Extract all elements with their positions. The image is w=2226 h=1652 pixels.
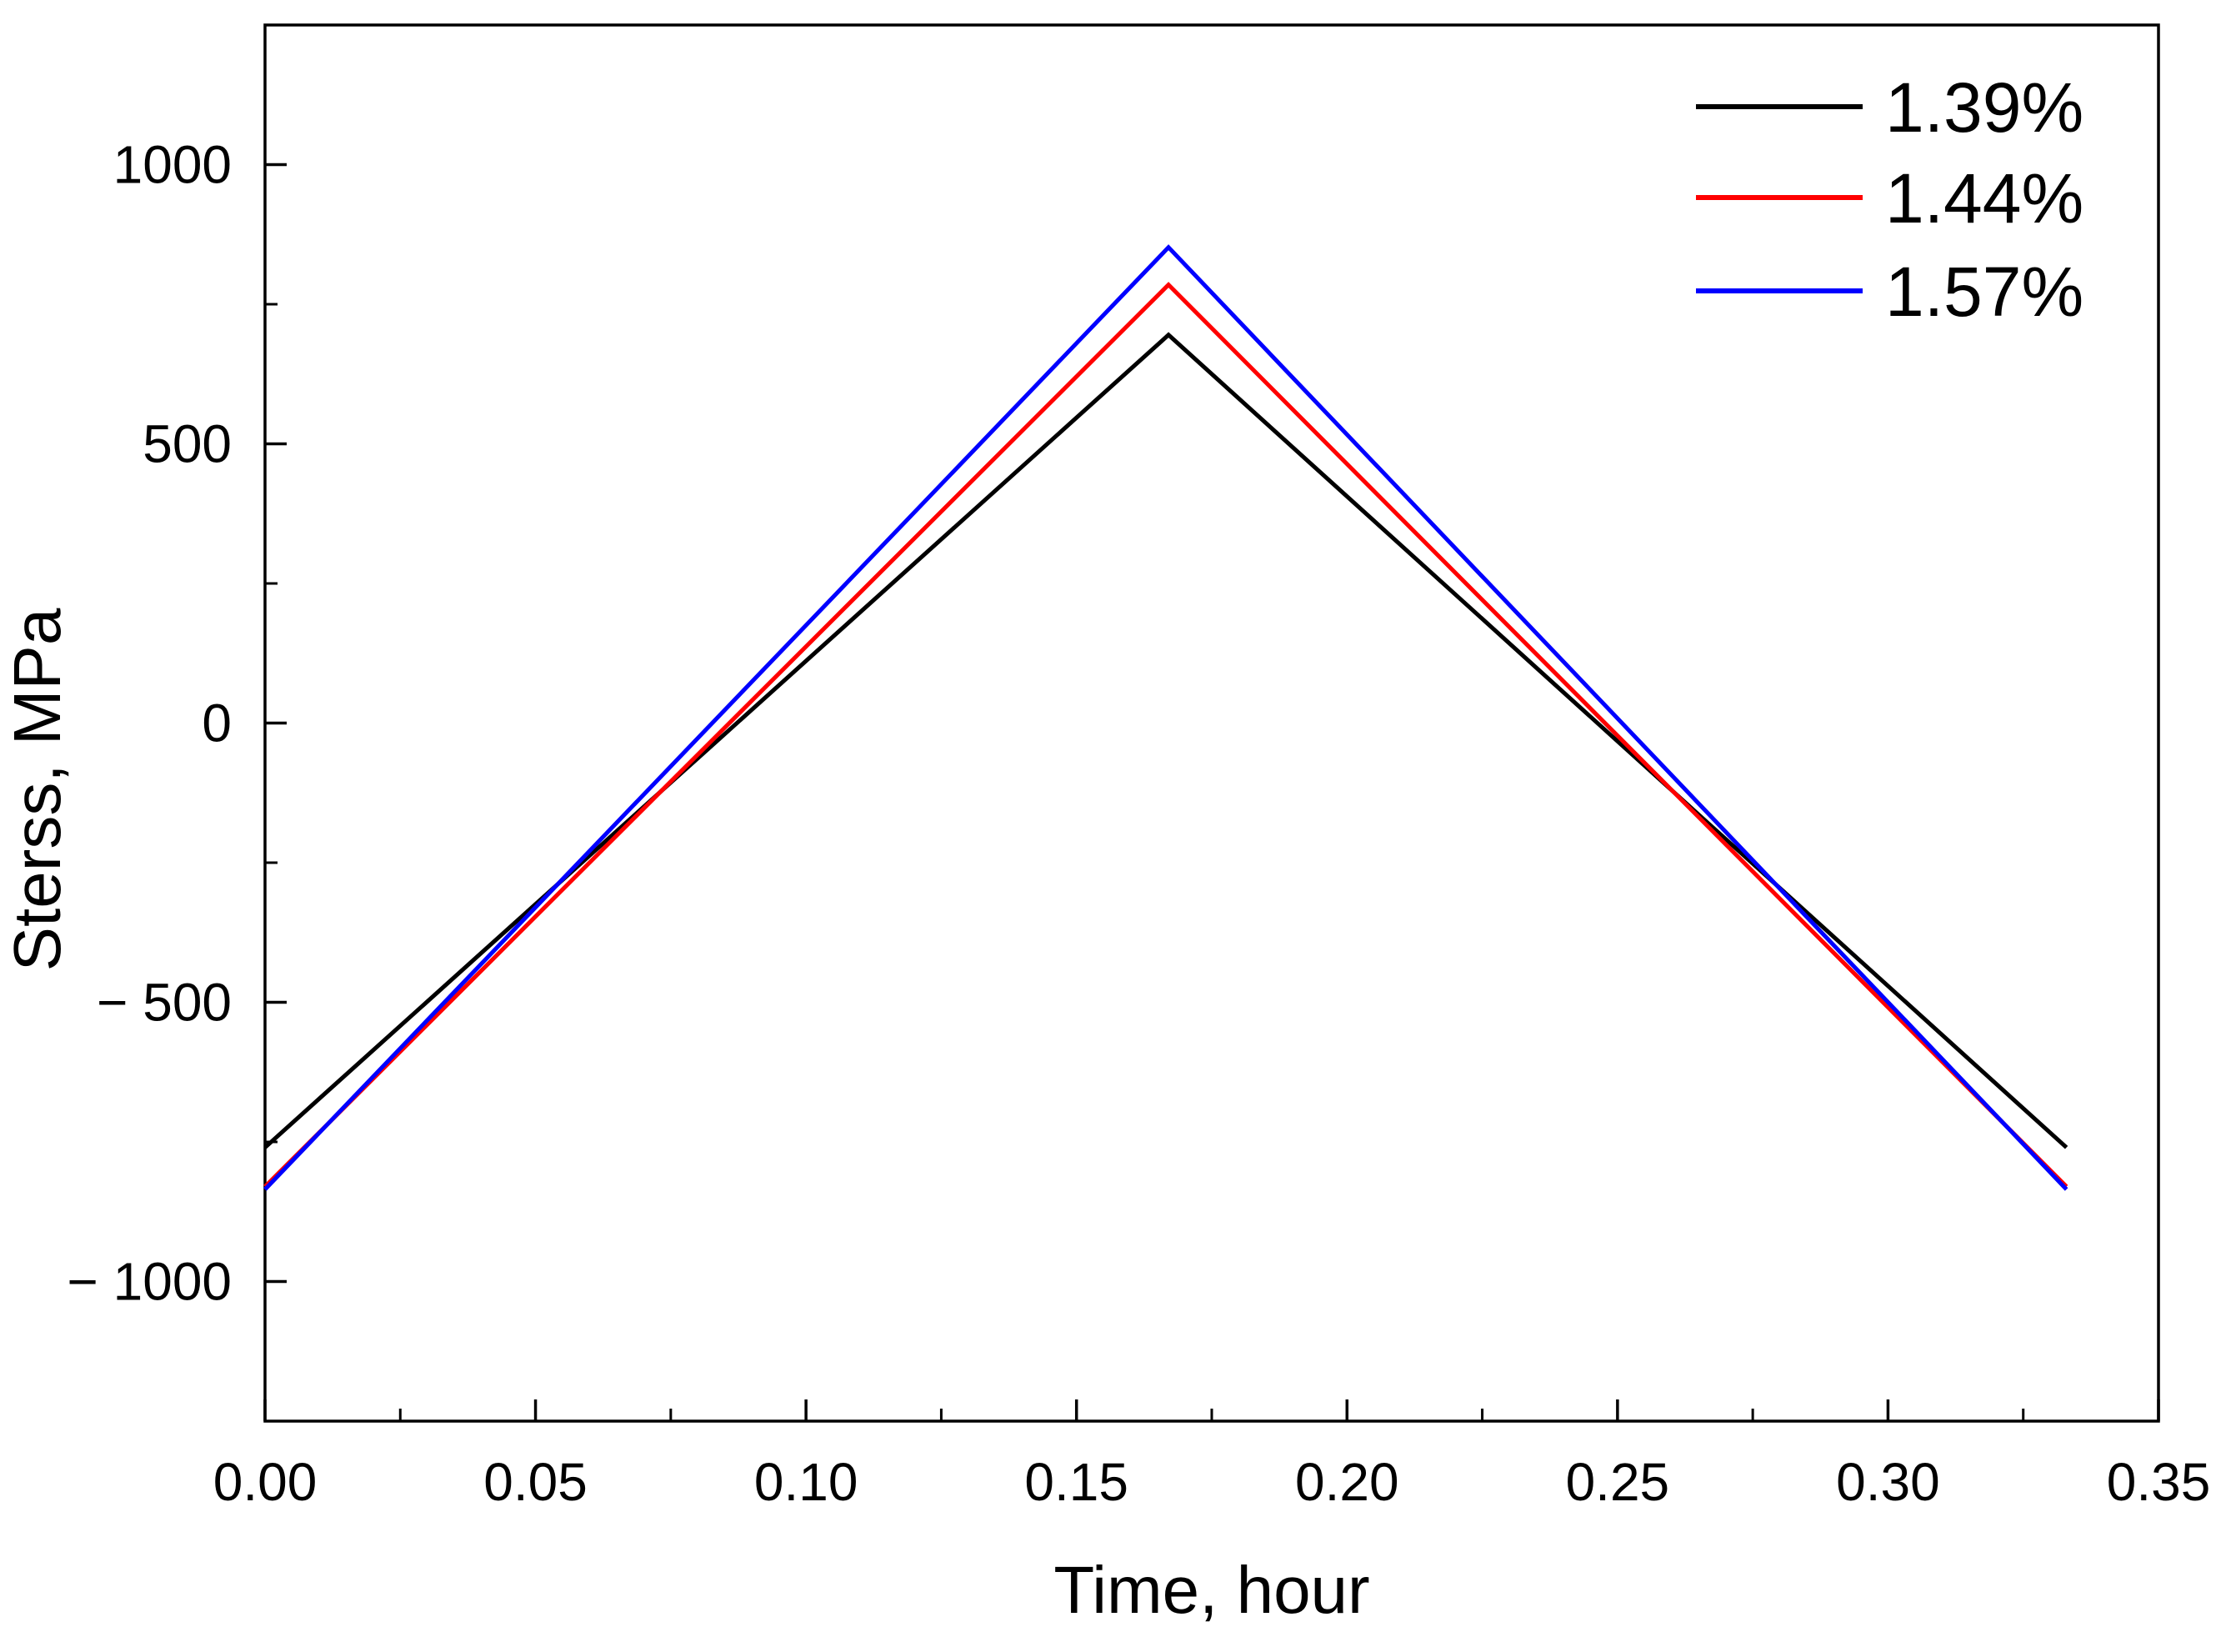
x-axis-title: Time, hour [1053, 1553, 1369, 1627]
x-tick-label: 0.20 [1295, 1452, 1399, 1512]
legend-label-2: 1.44% [1885, 159, 2083, 238]
series-line-1 [263, 332, 2068, 1149]
y-tick-label: 0 [202, 693, 232, 753]
legend: 1.39% 1.44% 1.57% [1696, 68, 2083, 331]
x-tick-label: 0.30 [1836, 1452, 1940, 1512]
plot-frame [263, 23, 2160, 1423]
x-tick-label: 0.05 [483, 1452, 588, 1512]
y-axis-title: Sterss, MPa [0, 608, 74, 971]
legend-label-3: 1.57% [1885, 253, 2083, 331]
y-tick-label: 500 [143, 414, 232, 474]
series-lines [263, 244, 2068, 1191]
x-tick-label: 0.10 [754, 1452, 858, 1512]
x-tick-label: 0.35 [2107, 1452, 2211, 1512]
x-tick-label: 0.00 [213, 1452, 318, 1512]
y-tick-label: 1000 [113, 135, 232, 195]
series-line-2 [263, 282, 2068, 1189]
y-axis-ticks: − 1000 − 500 0 500 1000 [67, 135, 287, 1312]
series-line-3 [263, 244, 2068, 1191]
y-tick-label: − 500 [97, 973, 232, 1033]
x-tick-label: 0.25 [1566, 1452, 1670, 1512]
legend-label-1: 1.39% [1885, 68, 2083, 147]
x-tick-label: 0.15 [1024, 1452, 1128, 1512]
x-axis-ticks: 0.00 0.05 0.10 0.15 0.20 0.25 0.30 0.35 [213, 1399, 2211, 1512]
y-tick-label: − 1000 [67, 1252, 232, 1312]
plot-border [263, 23, 2160, 1423]
